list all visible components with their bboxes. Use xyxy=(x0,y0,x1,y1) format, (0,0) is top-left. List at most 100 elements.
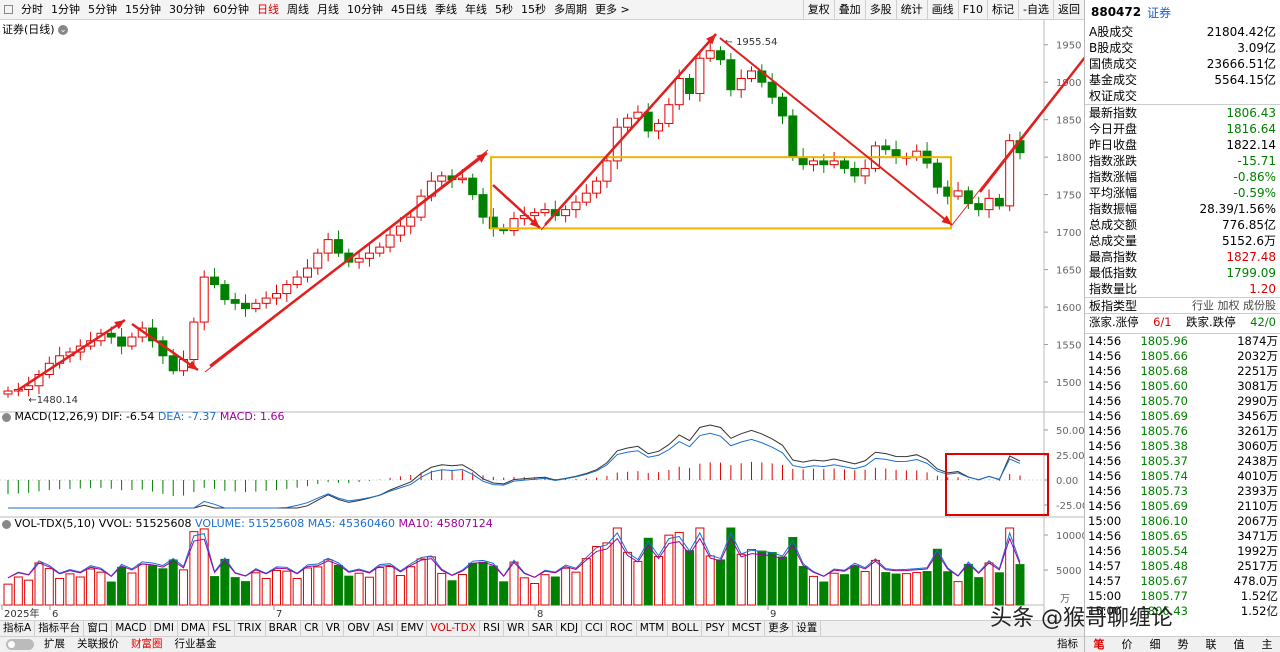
indicator-tab-8[interactable]: BRAR xyxy=(266,621,302,636)
indicator-tab-24[interactable]: MCST xyxy=(729,621,766,636)
macd-highlight-box xyxy=(945,453,1049,516)
indicator-tab-12[interactable]: ASI xyxy=(374,621,398,636)
status-item-3[interactable]: 行业基金 xyxy=(174,638,217,650)
toolbar-button-3[interactable]: 统计 xyxy=(895,0,927,20)
toolbar-button-6[interactable]: 标记 xyxy=(987,0,1018,20)
candle-body xyxy=(571,201,581,211)
indicator-tab-3[interactable]: MACD xyxy=(112,621,151,636)
candle-body xyxy=(261,297,271,304)
status-right-indicator[interactable]: 指标 xyxy=(1057,638,1078,650)
expand-toggle[interactable] xyxy=(6,639,34,650)
panel-tab-3[interactable]: 势 xyxy=(1177,638,1189,651)
status-item-1[interactable]: 关联报价 xyxy=(77,638,119,650)
indicator-tab-2[interactable]: 窗口 xyxy=(84,621,113,636)
panel-tab-0[interactable]: 笔 xyxy=(1093,638,1105,651)
period-0[interactable]: 分时 xyxy=(21,2,43,16)
period-16[interactable]: 更多 > xyxy=(595,2,630,16)
macd-settings-icon[interactable] xyxy=(2,412,11,422)
indicator-tab-26[interactable]: 设置 xyxy=(793,621,822,636)
indicator-tab-5[interactable]: DMA xyxy=(178,621,210,636)
indicator-tab-10[interactable]: VR xyxy=(323,621,345,636)
panel-tab-6[interactable]: 主 xyxy=(1261,638,1273,651)
tick-row: 14:56 1805.68 2251万 xyxy=(1085,364,1280,379)
volume-bar xyxy=(994,572,1004,606)
panel-tab-1[interactable]: 价 xyxy=(1121,638,1133,651)
volume-bar xyxy=(633,560,643,606)
volume-bar xyxy=(478,561,488,606)
toolbar-button-8[interactable]: 返回 xyxy=(1053,0,1084,20)
price-tick-label: 1750 xyxy=(1056,191,1081,202)
volume-bar xyxy=(34,562,44,606)
tick-row: 14:56 1805.69 2110万 xyxy=(1085,499,1280,514)
period-12[interactable]: 年线 xyxy=(465,2,487,16)
panel-tab-2[interactable]: 细 xyxy=(1149,638,1161,651)
indicator-tab-21[interactable]: MTM xyxy=(637,621,669,636)
x-tick-label: 6 xyxy=(52,609,58,620)
indicator-tab-17[interactable]: SAR xyxy=(529,621,558,636)
chart-title-dropdown-icon[interactable]: ⌄ xyxy=(58,25,69,35)
toolbar-button-0[interactable]: 复权 xyxy=(802,0,834,20)
period-1[interactable]: 1分钟 xyxy=(51,2,80,16)
indicator-tab-14[interactable]: VOL-TDX xyxy=(427,621,480,636)
indicator-tab-15[interactable]: RSI xyxy=(480,621,504,636)
price-tick-label: 1650 xyxy=(1056,266,1081,277)
indicator-tab-1[interactable]: 指标平台 xyxy=(35,621,85,636)
indicator-tab-25[interactable]: 更多 xyxy=(765,621,794,636)
period-10[interactable]: 45日线 xyxy=(391,2,427,16)
indicator-tab-13[interactable]: EMV xyxy=(398,621,428,636)
toolbar-button-5[interactable]: F10 xyxy=(957,0,987,20)
period-4[interactable]: 30分钟 xyxy=(169,2,205,16)
board-type-value[interactable]: 行业 加权 成份股 xyxy=(1192,299,1276,312)
period-13[interactable]: 5秒 xyxy=(495,2,513,16)
indicator-tab-6[interactable]: FSL xyxy=(209,621,235,636)
panel-tab-5[interactable]: 值 xyxy=(1233,638,1245,651)
indicator-tab-23[interactable]: PSY xyxy=(702,621,729,636)
indicator-tab-20[interactable]: ROC xyxy=(607,621,637,636)
kline-chart-area[interactable]: 证券(日线) ⌄ 1950 1900 1850 1800 1750 1700 1650 160… xyxy=(0,19,1115,620)
toolbar-button-2[interactable]: 多股 xyxy=(864,0,896,20)
toolbar-checkbox[interactable] xyxy=(4,5,13,14)
indicator-tab-18[interactable]: KDJ xyxy=(557,621,583,636)
high-price-label: ← 1955.54 xyxy=(725,37,778,48)
status-item-0[interactable]: 扩展 xyxy=(44,638,65,650)
period-5[interactable]: 60分钟 xyxy=(213,2,249,16)
index-stats: 最新指数 1806.43 今日开盘 1816.64 昨日收盘 1822.14 指数涨跌 -15… xyxy=(1085,104,1280,297)
indicator-tab-7[interactable]: TRIX xyxy=(235,621,266,636)
indicator-tab-4[interactable]: DMI xyxy=(151,621,178,636)
toolbar-button-7[interactable]: -自选 xyxy=(1018,0,1053,20)
volume-settings-icon[interactable] xyxy=(2,519,11,529)
tick-list[interactable]: 14:56 1805.96 1874万 14:56 1805.66 2032万 14:56 1… xyxy=(1085,333,1280,619)
toolbar-button-1[interactable]: 叠加 xyxy=(833,0,865,20)
candle-body xyxy=(127,336,137,347)
period-14[interactable]: 15秒 xyxy=(521,2,546,16)
period-6[interactable]: 日线 xyxy=(257,2,279,16)
period-11[interactable]: 季线 xyxy=(435,2,457,16)
index-name[interactable]: 证券 xyxy=(1147,5,1172,20)
tick-price: 1805.65 xyxy=(1140,529,1188,543)
tick-time: 14:56 xyxy=(1088,364,1122,378)
tick-time: 15:00 xyxy=(1088,589,1122,603)
indicator-tab-19[interactable]: CCI xyxy=(582,621,607,636)
trend-arrow-head xyxy=(476,153,487,163)
period-15[interactable]: 多周期 xyxy=(554,2,587,16)
market-turnover-stats: A股成交 21804.42亿 B股成交 3.09亿 国债成交 23666.51亿 基金成交 5… xyxy=(1085,24,1280,104)
indicator-tab-16[interactable]: WR xyxy=(504,621,529,636)
indicator-tab-11[interactable]: OBV xyxy=(344,621,374,636)
status-item-2[interactable]: 财富圈 xyxy=(131,638,163,650)
ma10-label: MA10: 45807124 xyxy=(398,517,493,530)
tick-time: 14:56 xyxy=(1088,379,1122,393)
period-3[interactable]: 15分钟 xyxy=(125,2,161,16)
period-9[interactable]: 10分钟 xyxy=(347,2,383,16)
indicator-tab-9[interactable]: CR xyxy=(301,621,323,636)
panel-tab-4[interactable]: 联 xyxy=(1205,638,1217,651)
trend-arrow-line xyxy=(209,152,488,367)
toolbar-button-4[interactable]: 画线 xyxy=(926,0,958,20)
period-7[interactable]: 周线 xyxy=(287,2,309,16)
indicator-tab-22[interactable]: BOLL xyxy=(668,621,703,636)
candle-body xyxy=(230,299,240,304)
stat-row: 最高指数 1827.48 xyxy=(1085,249,1280,265)
period-8[interactable]: 月线 xyxy=(317,2,339,16)
indicator-tab-0[interactable]: 指标A xyxy=(0,621,36,636)
price-tick-label: 1950 xyxy=(1056,41,1081,52)
period-2[interactable]: 5分钟 xyxy=(88,2,117,16)
